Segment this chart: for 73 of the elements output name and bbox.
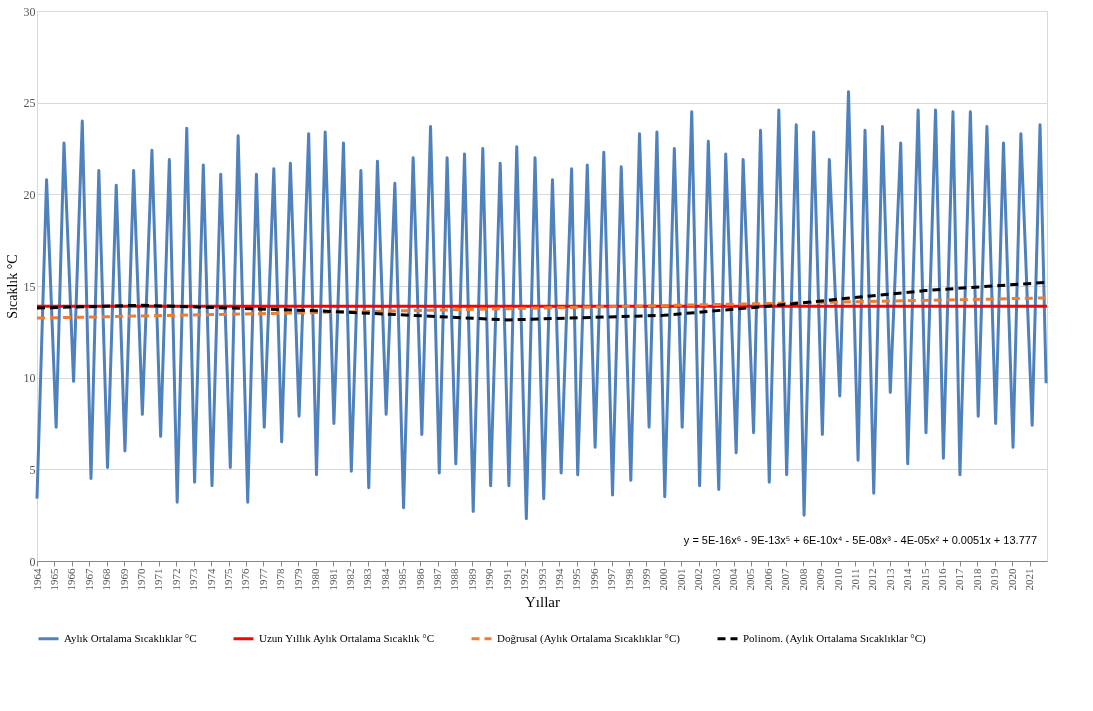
x-tick-label: 1975 bbox=[222, 568, 235, 591]
legend-label: Uzun Yıllık Aylık Ortalama Sıcaklık °C bbox=[259, 631, 434, 644]
x-tick-label: 1999 bbox=[639, 568, 652, 591]
y-tick-label: 15 bbox=[23, 279, 36, 294]
x-tick-label: 1968 bbox=[100, 568, 113, 591]
legend-label: Doğrusal (Aylık Ortalama Sıcaklıklar °C) bbox=[497, 631, 681, 645]
x-tick-label: 1994 bbox=[552, 568, 565, 591]
y-tick-label: 10 bbox=[23, 371, 36, 386]
x-tick-label: 1985 bbox=[396, 568, 409, 591]
x-tick-label: 2009 bbox=[814, 568, 827, 591]
x-tick-label: 1987 bbox=[431, 568, 444, 591]
x-tick-label: 2010 bbox=[831, 568, 844, 591]
y-tick-label: 25 bbox=[23, 96, 36, 111]
line-series bbox=[35, 90, 1048, 521]
x-tick-label: 1970 bbox=[134, 568, 147, 591]
x-tick-label: 1998 bbox=[622, 568, 635, 591]
x-tick-label: 2008 bbox=[796, 568, 809, 591]
x-tick-label: 1978 bbox=[274, 568, 287, 591]
x-axis-title: Yıllar bbox=[525, 593, 560, 610]
annotation: y = 5E-16x⁶ - 9E-13x⁵ + 6E-10x⁴ - 5E-08x³ - 4E-05x² + 0.0051x + 13.777 bbox=[683, 534, 1037, 546]
x-tick-label: 2005 bbox=[744, 568, 757, 591]
x-tick-label: 1996 bbox=[587, 568, 600, 591]
x-tick-label: 1986 bbox=[413, 568, 426, 591]
x-tick-label: 2013 bbox=[883, 568, 896, 591]
x-tick-label: 1972 bbox=[169, 568, 182, 591]
x-tick-label: 2016 bbox=[936, 568, 949, 591]
x-tick-label: 1983 bbox=[361, 568, 374, 591]
x-tick-label: 2017 bbox=[953, 568, 966, 591]
x-tick-label: 2004 bbox=[727, 568, 740, 591]
x-tick-label: 1980 bbox=[309, 568, 322, 591]
x-tick-label: 1993 bbox=[535, 568, 548, 591]
x-tick-label: 2014 bbox=[901, 568, 914, 591]
y-tick-label: 5 bbox=[29, 462, 36, 477]
y-axis-title: Sıcaklık °C bbox=[4, 254, 20, 319]
x-tick-label: 2012 bbox=[866, 568, 879, 591]
x-tick-label: 1997 bbox=[605, 568, 618, 591]
x-tick-label: 2020 bbox=[1005, 568, 1018, 591]
x-tick-label: 1991 bbox=[500, 568, 513, 591]
x-tick-label: 2006 bbox=[761, 568, 774, 591]
x-tick-label: 1967 bbox=[82, 568, 95, 591]
x-tick-label: 1988 bbox=[448, 568, 461, 591]
x-tick-label: 2007 bbox=[779, 568, 792, 591]
legend-label: Aylık Ortalama Sıcaklıklar °C bbox=[64, 631, 197, 644]
y-tick-label: 30 bbox=[23, 4, 36, 19]
x-tick-label: 1995 bbox=[570, 568, 583, 591]
x-tick-label: 2018 bbox=[970, 568, 983, 591]
x-tick-label: 1984 bbox=[378, 568, 391, 591]
x-tick-label: 2015 bbox=[918, 568, 931, 591]
x-tick-label: 2001 bbox=[674, 568, 687, 591]
x-tick-label: 2021 bbox=[1023, 568, 1036, 591]
x-tick-label: 1992 bbox=[518, 568, 531, 591]
x-tick-label: 1971 bbox=[152, 568, 165, 591]
x-tick-label: 2000 bbox=[657, 568, 670, 591]
x-tick-label: 1973 bbox=[187, 568, 200, 591]
x-tick-label: 2002 bbox=[692, 568, 705, 591]
x-tick-label: 1964 bbox=[30, 568, 43, 591]
y-tick-label: 20 bbox=[23, 187, 36, 202]
legend-label: Polinom. (Aylık Ortalama Sıcaklıklar °C) bbox=[743, 631, 927, 645]
x-tick-label: 2003 bbox=[709, 568, 722, 591]
x-tick-label: 1965 bbox=[47, 568, 60, 591]
x-tick-label: 2011 bbox=[848, 568, 861, 591]
y-tick-label: 0 bbox=[29, 554, 36, 569]
x-tick-label: 1979 bbox=[291, 568, 304, 591]
x-tick-label: 1989 bbox=[465, 568, 478, 591]
x-tick-label: 1982 bbox=[343, 568, 356, 591]
x-tick-label: 1977 bbox=[256, 568, 269, 591]
x-tick-label: 2019 bbox=[988, 568, 1001, 591]
x-tick-label: 1976 bbox=[239, 568, 252, 591]
x-tick-label: 1966 bbox=[65, 568, 78, 591]
x-tick-label: 1974 bbox=[204, 568, 217, 591]
x-tick-label: 1969 bbox=[117, 568, 130, 591]
x-tick-label: 1981 bbox=[326, 568, 339, 591]
x-tick-label: 1990 bbox=[483, 568, 496, 591]
